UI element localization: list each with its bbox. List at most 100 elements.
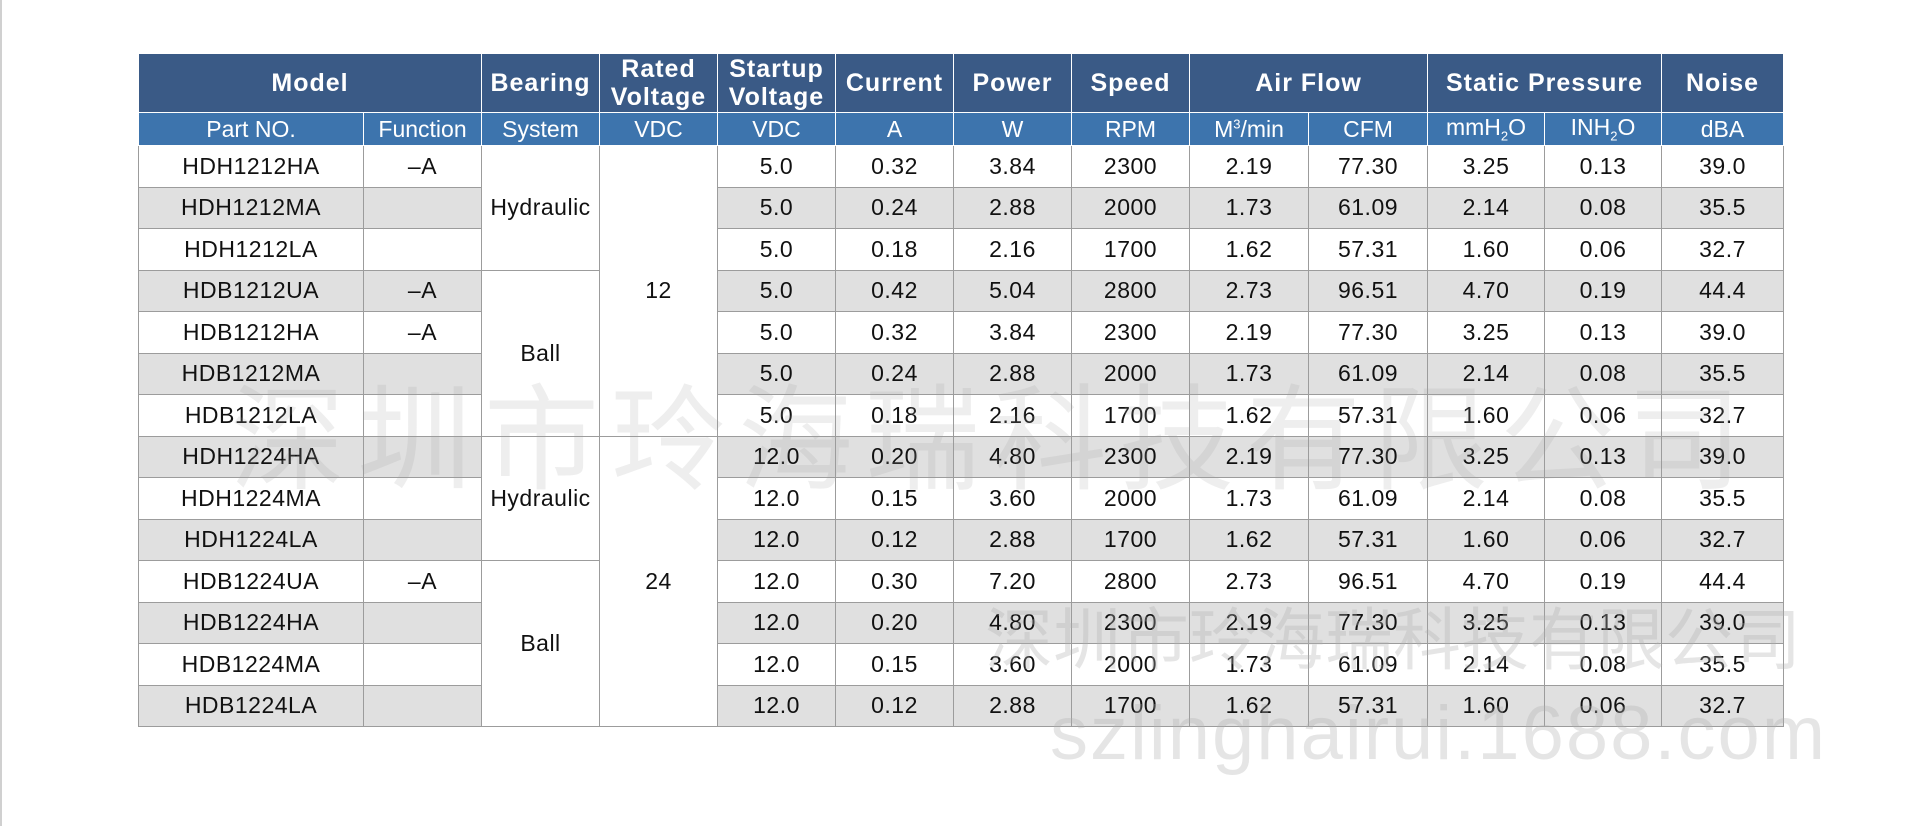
cell-noise: 35.5	[1661, 352, 1784, 395]
cell-part-no: HDB1212HA	[138, 311, 364, 354]
cell-function: –A	[363, 560, 482, 603]
cell-power: 3.84	[953, 311, 1072, 354]
cell-pressure-mm: 3.25	[1427, 145, 1545, 188]
cell-speed: 2300	[1071, 145, 1190, 188]
cell-function	[363, 518, 482, 561]
cell-power: 2.16	[953, 394, 1072, 437]
table-row: HDB1212HA –A 5.0 0.32 3.84 2300 2.19 77.…	[138, 311, 1784, 354]
cell-pressure-mm: 1.60	[1427, 684, 1545, 727]
cell-startup-voltage: 5.0	[717, 352, 836, 395]
cell-noise: 35.5	[1661, 477, 1784, 520]
cell-airflow-m3: 1.62	[1189, 684, 1309, 727]
cell-pressure-in: 0.06	[1544, 394, 1662, 437]
cell-airflow-m3: 2.19	[1189, 601, 1309, 644]
cell-power: 2.16	[953, 228, 1072, 271]
cell-current: 0.18	[835, 228, 954, 271]
unit-rated-vdc: VDC	[599, 112, 718, 146]
cell-current: 0.42	[835, 269, 954, 312]
cell-startup-voltage: 12.0	[717, 518, 836, 561]
cell-airflow-m3: 2.19	[1189, 311, 1309, 354]
unit-mmh2o-sub: 2	[1500, 128, 1509, 144]
cell-power: 2.88	[953, 352, 1072, 395]
header-startup-voltage: Startup Voltage	[717, 53, 836, 113]
cell-pressure-in: 0.08	[1544, 643, 1662, 686]
cell-current: 0.18	[835, 394, 954, 437]
cell-current: 0.15	[835, 643, 954, 686]
cell-noise: 32.7	[1661, 518, 1784, 561]
cell-airflow-m3: 1.73	[1189, 477, 1309, 520]
cell-pressure-in: 0.06	[1544, 684, 1662, 727]
unit-m3-base: M	[1214, 115, 1234, 142]
header-rated-voltage-line2: Voltage	[610, 83, 707, 111]
cell-part-no: HDH1224MA	[138, 477, 364, 520]
cell-pressure-mm: 2.14	[1427, 186, 1545, 229]
cell-pressure-in: 0.19	[1544, 269, 1662, 312]
cell-airflow-cfm: 57.31	[1308, 684, 1428, 727]
cell-startup-voltage: 12.0	[717, 601, 836, 644]
unit-m3-min: M3/min	[1189, 112, 1309, 146]
cell-airflow-m3: 2.19	[1189, 435, 1309, 478]
header-model: Model	[138, 53, 482, 113]
cell-pressure-in: 0.08	[1544, 352, 1662, 395]
cell-airflow-cfm: 96.51	[1308, 560, 1428, 603]
cell-part-no: HDB1224UA	[138, 560, 364, 603]
cell-pressure-mm: 1.60	[1427, 228, 1545, 271]
cell-pressure-in: 0.13	[1544, 435, 1662, 478]
table-row: HDH1212HA –A Hydraulic 12 5.0 0.32 3.84 …	[138, 145, 1784, 437]
cell-function	[363, 477, 482, 520]
cell-airflow-cfm: 57.31	[1308, 394, 1428, 437]
cell-pressure-mm: 1.60	[1427, 518, 1545, 561]
cell-pressure-mm: 3.25	[1427, 601, 1545, 644]
cell-noise: 39.0	[1661, 601, 1784, 644]
cell-speed: 2800	[1071, 560, 1190, 603]
table-row: HDB1224MA 12.0 0.15 3.60 2000 1.73 61.09…	[138, 643, 1784, 686]
cell-power: 2.88	[953, 186, 1072, 229]
cell-startup-voltage: 12.0	[717, 435, 836, 478]
header-current: Current	[835, 53, 954, 113]
cell-bearing-group: Ball	[481, 560, 600, 727]
cell-current: 0.20	[835, 435, 954, 478]
table-row: HDH1224MA 12.0 0.15 3.60 2000 1.73 61.09…	[138, 477, 1784, 520]
cell-pressure-mm: 3.25	[1427, 435, 1545, 478]
cell-pressure-mm: 4.70	[1427, 269, 1545, 312]
cell-speed: 1700	[1071, 518, 1190, 561]
cell-function	[363, 352, 482, 395]
cell-startup-voltage: 5.0	[717, 394, 836, 437]
cell-speed: 1700	[1071, 394, 1190, 437]
cell-pressure-mm: 3.25	[1427, 311, 1545, 354]
header-rated-voltage: Rated Voltage	[599, 53, 718, 113]
cell-airflow-m3: 1.73	[1189, 643, 1309, 686]
header-power: Power	[953, 53, 1072, 113]
cell-airflow-cfm: 77.30	[1308, 145, 1428, 188]
unit-system: System	[481, 112, 600, 146]
cell-startup-voltage: 12.0	[717, 477, 836, 520]
unit-mmh2o-pre: mmH	[1445, 114, 1501, 141]
cell-noise: 32.7	[1661, 394, 1784, 437]
header-air-flow: Air Flow	[1189, 53, 1428, 113]
cell-function	[363, 435, 482, 478]
unit-part-no: Part NO.	[138, 112, 364, 146]
cell-startup-voltage: 12.0	[717, 560, 836, 603]
header-row-titles: Model Bearing Rated Voltage Startup Voltag…	[138, 53, 1784, 113]
cell-power: 2.88	[953, 684, 1072, 727]
cell-startup-voltage: 5.0	[717, 145, 836, 188]
cell-pressure-mm: 1.60	[1427, 394, 1545, 437]
cell-part-no: HDH1212MA	[138, 186, 364, 229]
unit-cfm: CFM	[1308, 112, 1428, 146]
cell-power: 3.60	[953, 477, 1072, 520]
cell-function: –A	[363, 145, 482, 188]
unit-rpm: RPM	[1071, 112, 1190, 146]
cell-current: 0.30	[835, 560, 954, 603]
cell-power: 7.20	[953, 560, 1072, 603]
cell-noise: 32.7	[1661, 684, 1784, 727]
cell-noise: 39.0	[1661, 311, 1784, 354]
cell-power: 3.84	[953, 145, 1072, 188]
cell-rated-voltage-group: 12	[599, 145, 718, 437]
cell-airflow-cfm: 77.30	[1308, 601, 1428, 644]
cell-speed: 2300	[1071, 311, 1190, 354]
cell-speed: 1700	[1071, 684, 1190, 727]
cell-airflow-m3: 1.62	[1189, 228, 1309, 271]
cell-function	[363, 228, 482, 271]
cell-startup-voltage: 5.0	[717, 228, 836, 271]
page-edge-line	[0, 0, 2, 826]
